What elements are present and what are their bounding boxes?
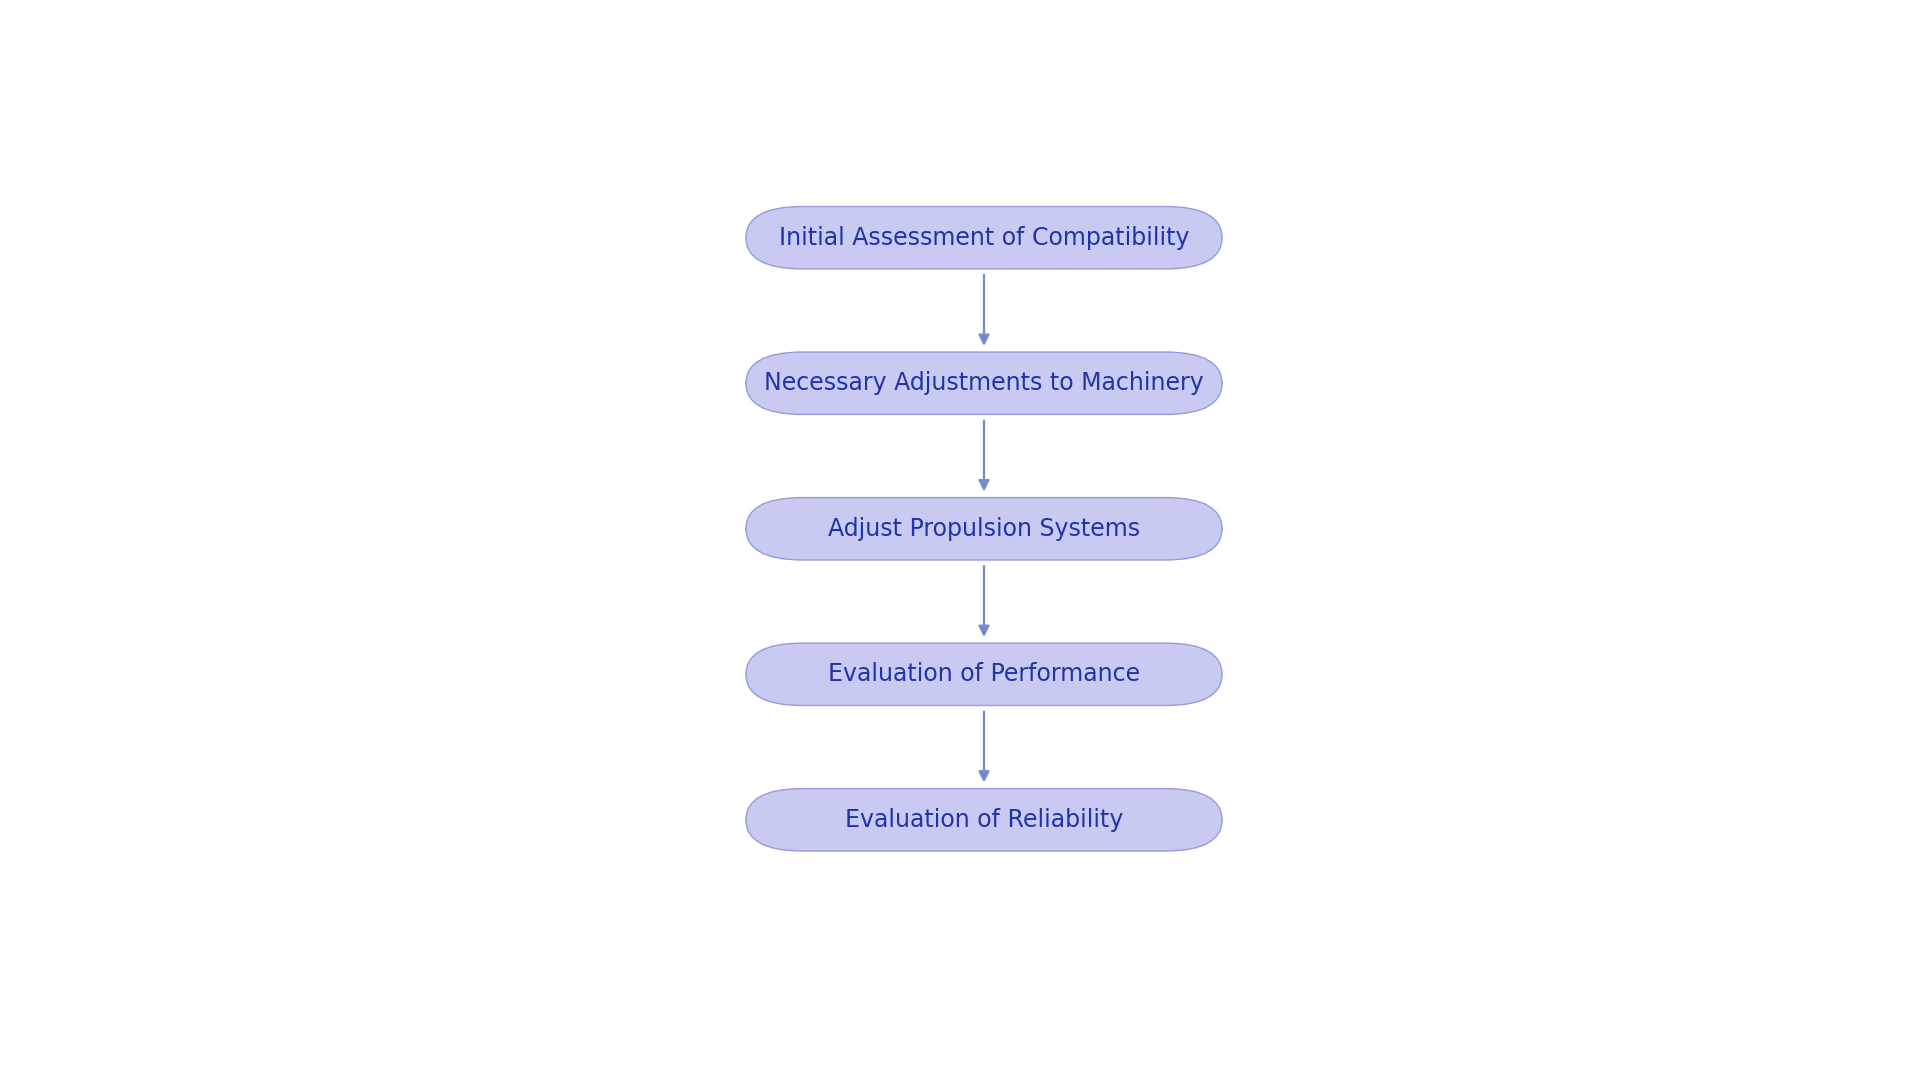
FancyBboxPatch shape: [745, 498, 1221, 559]
Text: Initial Assessment of Compatibility: Initial Assessment of Compatibility: [780, 226, 1188, 249]
Text: Necessary Adjustments to Machinery: Necessary Adjustments to Machinery: [764, 372, 1204, 395]
FancyBboxPatch shape: [745, 643, 1221, 705]
Text: Evaluation of Reliability: Evaluation of Reliability: [845, 808, 1123, 832]
Text: Adjust Propulsion Systems: Adjust Propulsion Systems: [828, 516, 1140, 541]
FancyBboxPatch shape: [745, 788, 1221, 851]
FancyBboxPatch shape: [745, 352, 1221, 415]
Text: Evaluation of Performance: Evaluation of Performance: [828, 662, 1140, 686]
FancyBboxPatch shape: [745, 206, 1221, 269]
